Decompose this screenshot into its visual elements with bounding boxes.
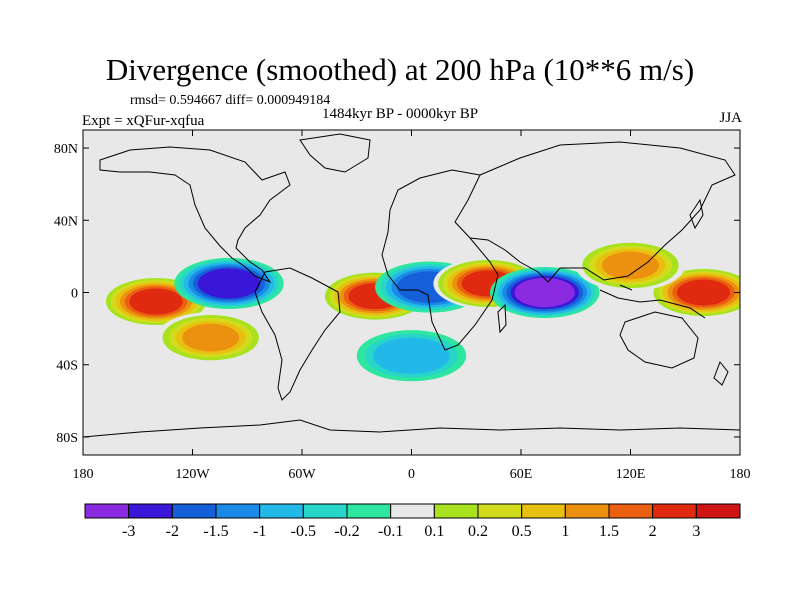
colorbar-swatch bbox=[259, 503, 304, 519]
colorbar-swatch bbox=[695, 503, 741, 519]
period-label: 1484kyr BP - 0000kyr BP bbox=[322, 106, 479, 122]
season-label: JJA bbox=[719, 110, 742, 126]
lat-tick-label: 40S bbox=[56, 359, 78, 374]
field-feature-10-level-4 bbox=[381, 341, 442, 371]
colorbar-swatch bbox=[521, 503, 566, 519]
colorbar-label: -0.5 bbox=[291, 523, 316, 540]
colorbar-label: -3 bbox=[122, 523, 135, 540]
colorbar-swatch bbox=[477, 503, 523, 519]
coastlines bbox=[83, 133, 740, 438]
map-title: Divergence (smoothed) at 200 hPa (10**6 … bbox=[105, 52, 695, 87]
lon-tick-label: 120E bbox=[616, 467, 646, 482]
field-feature-3-level-7 bbox=[202, 270, 256, 297]
field-feature-7-level-8 bbox=[518, 279, 571, 306]
colorbar-label: -0.2 bbox=[334, 523, 359, 540]
field-feature-8-level-7 bbox=[676, 279, 731, 306]
field-feature-1-level-7 bbox=[129, 288, 183, 315]
colorbar-swatch bbox=[564, 503, 610, 519]
lon-tick-label: 180 bbox=[73, 467, 94, 482]
lat-tick-label: 80N bbox=[54, 142, 78, 157]
colorbar-label: 3 bbox=[692, 523, 700, 540]
colorbar-label: -1.5 bbox=[203, 523, 228, 540]
lon-tick-label: 60E bbox=[510, 467, 533, 482]
divergence-field bbox=[101, 239, 740, 382]
lon-tick-label: 120W bbox=[175, 467, 210, 482]
lon-tick-label: 180 bbox=[730, 467, 751, 482]
lon-tick-label: 60W bbox=[288, 467, 316, 482]
experiment-label: Expt = xQFur-xqfua bbox=[82, 113, 205, 129]
stats-text: rmsd= 0.594667 diff= 0.000949184 bbox=[130, 93, 331, 108]
colorbar-swatch bbox=[433, 503, 479, 519]
latitude-axis: 80N 40N 0 40S 80S bbox=[54, 142, 740, 446]
colorbar-swatch bbox=[171, 503, 217, 519]
lat-tick-label: 0 bbox=[71, 287, 78, 302]
colorbar-label: 0.1 bbox=[424, 523, 444, 540]
colorbar-swatch bbox=[215, 503, 261, 519]
lat-tick-label: 40N bbox=[54, 214, 78, 229]
colorbar: -3 -2 -1.5 -1 -0.5 -0.2 -0.1 0.1 0.2 0.5 1 1.5 2 3 bbox=[84, 503, 741, 540]
colorbar-label: 0.5 bbox=[512, 523, 532, 540]
longitude-axis: 180 120W 60W 0 60E 120E 180 bbox=[73, 130, 751, 482]
colorbar-swatch bbox=[128, 503, 173, 519]
colorbar-swatch bbox=[652, 503, 697, 519]
field-feature-9-level-5 bbox=[602, 251, 659, 280]
colorbar-swatch bbox=[390, 503, 435, 519]
lon-tick-label: 0 bbox=[408, 467, 415, 482]
colorbar-swatch bbox=[302, 503, 348, 519]
colorbar-swatch bbox=[84, 503, 130, 519]
colorbar-label: -1 bbox=[253, 523, 266, 540]
lat-tick-label: 80S bbox=[56, 431, 78, 446]
colorbar-label: 1.5 bbox=[599, 523, 619, 540]
colorbar-label: -2 bbox=[166, 523, 179, 540]
colorbar-label: 1 bbox=[561, 523, 569, 540]
colorbar-swatch bbox=[346, 503, 392, 519]
colorbar-label: 0.2 bbox=[468, 523, 488, 540]
field-feature-2-level-5 bbox=[182, 323, 240, 352]
colorbar-label: -0.1 bbox=[378, 523, 403, 540]
colorbar-label: 2 bbox=[649, 523, 657, 540]
colorbar-swatch bbox=[608, 503, 654, 519]
